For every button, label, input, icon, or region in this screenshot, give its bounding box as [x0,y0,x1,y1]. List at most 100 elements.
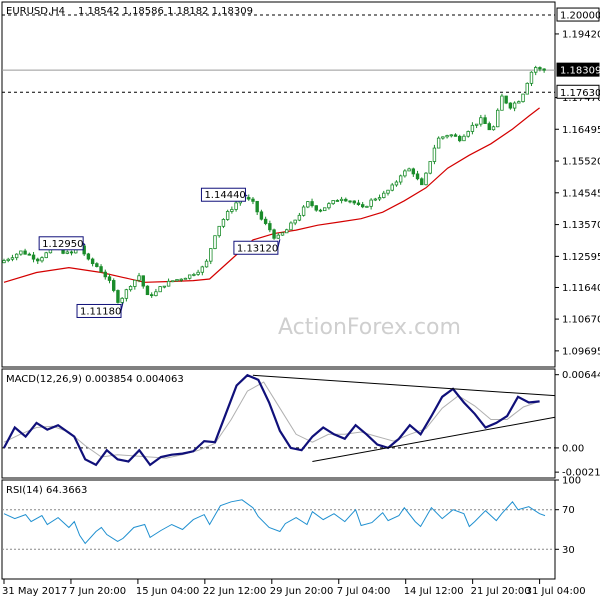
candle-body [466,131,470,137]
candle [272,228,276,240]
annotation-1-13120: 1.13120 [233,239,281,255]
candle-body [428,161,432,174]
candle-body [542,68,546,71]
candle [95,262,99,268]
candle-body [124,289,129,299]
candle-body [19,250,23,255]
candle [145,285,150,296]
candle [285,228,289,234]
candle [141,275,145,289]
candle [65,250,69,255]
candle-body [293,219,297,224]
annotation-text: 1.13120 [237,243,278,254]
candle-body [521,93,525,103]
candle [90,257,95,267]
candle-body [377,197,382,200]
candle [310,198,314,208]
candle-body [318,209,323,212]
macd-signal-line [3,381,540,459]
candle-body [69,251,74,254]
candle [390,182,394,192]
candle-body [445,135,449,138]
candle [474,123,479,129]
candle [462,134,466,142]
candle-body [483,117,487,125]
candle-body [158,286,162,293]
candle-body [213,235,217,249]
candle [533,65,538,76]
candle-body [424,172,428,186]
candle [373,197,378,202]
candle [483,114,487,125]
candle [420,177,424,186]
candle-body [538,67,542,70]
support-level-label: 1.17630 [556,84,600,99]
candle-body [149,294,154,297]
price-levels [2,14,555,93]
candle [225,209,230,221]
candle [280,232,285,236]
candle [171,280,175,283]
candle-body [225,211,230,220]
resistance-level-label-box [556,7,600,22]
candle [432,144,437,165]
candle-body [398,175,403,183]
candle-body [529,71,534,84]
candle [179,278,183,283]
candle-body [276,234,280,239]
macd-trendlines [252,374,556,463]
candle-body [394,181,399,186]
candle-body [128,286,133,291]
candle [398,174,403,185]
candle-body [221,219,226,227]
candle [44,251,48,259]
candle-body [474,123,479,126]
candle [491,125,496,131]
candle [352,200,356,205]
candle-body [200,266,205,273]
candle [31,251,36,263]
candle [403,169,407,178]
candle-body [339,198,344,201]
candle-body [306,201,310,208]
candle-body [86,253,91,260]
candle-body [65,251,69,254]
candle [525,82,529,95]
candle-body [352,200,356,204]
candle-body [120,297,124,303]
annotation-text: 1.12950 [42,239,83,250]
candle [407,167,411,172]
annotation-1-14440: 1.14440 [200,187,248,202]
support-level-label-box [556,84,600,99]
macd-title: MACD(12,26,9) 0.003854 0.004063 [6,374,184,385]
candle [445,134,449,139]
candle [187,274,192,280]
candle-body [436,137,441,149]
candle [449,134,453,138]
candle-body [44,252,48,259]
candle [504,95,508,105]
candle [116,289,120,304]
candle [453,133,458,137]
candle [470,122,475,135]
candle [27,252,32,256]
candle-body [432,147,437,162]
candle [255,200,259,216]
candle [221,218,226,229]
candle-body [382,192,386,198]
candle [234,199,238,212]
candle [112,278,116,293]
support-level-label-text: 1.17630 [560,88,600,99]
candle-body [133,279,137,287]
candle-body [196,271,200,275]
candle [263,216,268,226]
candle [268,220,272,233]
candle [339,196,344,204]
price-tick-label: 1.19420 [562,29,600,40]
current-price-label: 1.18309 [556,62,600,77]
candle [415,170,420,181]
candle [40,256,44,263]
candle [424,172,428,186]
time-tick-label: 7 Jul 04:00 [337,586,391,597]
candle-body [280,232,285,236]
